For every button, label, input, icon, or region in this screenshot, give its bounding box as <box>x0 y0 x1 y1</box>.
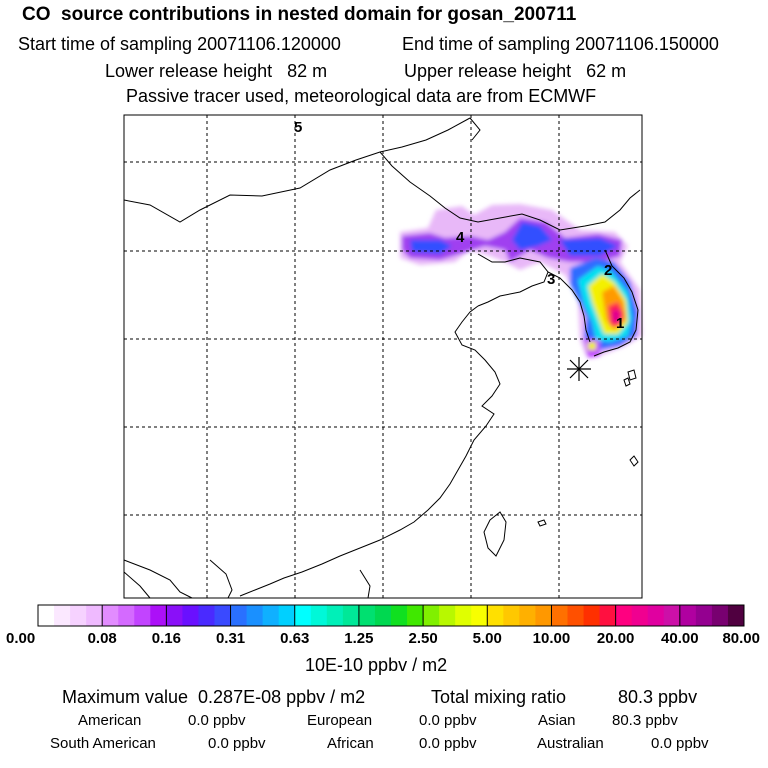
colorbar-cell <box>246 605 264 626</box>
total-mixing-value: 80.3 ppbv <box>618 687 698 707</box>
colorbar-tick-label: 10.00 <box>533 630 571 647</box>
plot-title: CO source contributions in nested domain… <box>22 4 577 25</box>
colorbar-cell <box>86 605 103 626</box>
colorbar-cell <box>631 605 649 626</box>
colorbar-cell <box>230 605 248 626</box>
marker-4: 4 <box>456 229 465 246</box>
colorbar-cell <box>663 605 681 626</box>
colorbar-cell <box>583 605 601 626</box>
american-value: 0.0 ppbv <box>188 712 246 729</box>
colorbar-tick-label: 80.00 <box>722 630 760 647</box>
colorbar-cell <box>342 605 360 626</box>
marker-3: 3 <box>547 271 555 288</box>
lower-release-label: Lower release height 82 m <box>105 61 328 81</box>
end-time-label: End time of sampling 20071106.150000 <box>402 34 719 54</box>
colorbar-cell <box>214 605 232 626</box>
colorbar-cell <box>70 605 87 626</box>
colorbar-cell <box>695 605 713 626</box>
note-label: Passive tracer used, meteorological data… <box>126 86 597 106</box>
colorbar-cell <box>599 605 617 626</box>
map-frame <box>123 114 643 599</box>
plume-blue-band <box>410 222 618 256</box>
colorbar-cell <box>294 605 312 626</box>
colorbar-cell <box>535 605 552 626</box>
colorbar-cell <box>262 605 280 626</box>
colorbar-cell <box>374 605 392 626</box>
plume-magenta <box>612 310 620 322</box>
colorbar-cell <box>182 605 199 626</box>
plume-tip-yellow <box>588 342 596 350</box>
colorbar-tick-label: 1.25 <box>344 630 373 647</box>
marker-2: 2 <box>604 262 612 279</box>
colorbar-cell <box>278 605 296 626</box>
colorbar-cell <box>711 605 729 626</box>
colorbar-cell <box>679 605 697 626</box>
colorbar-cell <box>310 605 328 626</box>
colorbar-cell <box>423 605 440 626</box>
receptor-star-icon <box>567 357 591 381</box>
colorbar-cell <box>166 605 183 626</box>
colorbar-tick-labels: 0.00 0.08 0.16 0.31 0.63 1.25 2.50 5.00 10.00 20.… <box>6 630 760 647</box>
colorbar-cell <box>54 605 71 626</box>
start-time-label: Start time of sampling 20071106.120000 <box>18 34 341 54</box>
colorbar-cell <box>503 605 520 626</box>
colorbar-cell <box>519 605 536 626</box>
map-gridlines <box>124 115 642 598</box>
colorbar-cell <box>102 605 119 626</box>
colorbar-tick-label: 5.00 <box>473 630 502 647</box>
marker-5: 5 <box>294 119 302 136</box>
african-label: African <box>327 735 374 752</box>
colorbar-ticks <box>37 605 745 626</box>
colorbar-cell <box>439 605 456 626</box>
colorbar-tick-label: 0.63 <box>280 630 309 647</box>
african-value: 0.0 ppbv <box>419 735 477 752</box>
colorbar-cell <box>391 605 408 626</box>
colorbar-cell <box>471 605 488 626</box>
australian-label: Australian <box>537 735 604 752</box>
colorbar-cell <box>567 605 585 626</box>
south-american-value: 0.0 ppbv <box>208 735 266 752</box>
colorbar-cell <box>487 605 504 626</box>
colorbar-cell <box>455 605 472 626</box>
colorbar-cell <box>326 605 344 626</box>
colorbar-cell <box>150 605 167 626</box>
colorbar-cell <box>198 605 215 626</box>
american-label: American <box>78 712 142 729</box>
colorbar-tick-label: 0.31 <box>216 630 245 647</box>
max-value-label: Maximum value 0.287E-08 ppbv / m2 <box>62 687 366 707</box>
total-mixing-label: Total mixing ratio <box>431 687 567 707</box>
asian-label: Asian <box>538 712 576 729</box>
colorbar-tick-label: 0.16 <box>152 630 181 647</box>
colorbar-cell <box>551 605 568 626</box>
colorbar-cell <box>647 605 665 626</box>
european-value: 0.0 ppbv <box>419 712 477 729</box>
marker-1: 1 <box>616 315 624 332</box>
colorbar-tick-label: 40.00 <box>661 630 699 647</box>
colorbar-cells <box>38 605 745 626</box>
asian-value: 80.3 ppbv <box>612 712 678 729</box>
colorbar-tick-label: 2.50 <box>408 630 437 647</box>
colorbar-tick-label: 0.00 <box>6 630 35 647</box>
south-american-label: South American <box>50 735 156 752</box>
australian-value: 0.0 ppbv <box>651 735 709 752</box>
colorbar-cell <box>358 605 376 626</box>
colorbar-tick-label: 0.08 <box>88 630 117 647</box>
colorbar-cell <box>615 605 633 626</box>
colorbar-cell <box>118 605 135 626</box>
colorbar-cell <box>407 605 424 626</box>
upper-release-label: Upper release height 62 m <box>404 61 627 81</box>
colorbar-tick-label: 20.00 <box>597 630 635 647</box>
colorbar-cell <box>38 605 55 626</box>
european-label: European <box>307 712 373 729</box>
colorbar-cell <box>134 605 151 626</box>
colorbar-cell <box>727 605 745 626</box>
coastlines <box>123 117 641 599</box>
colorbar-unit: 10E-10 ppbv / m2 <box>305 655 448 675</box>
